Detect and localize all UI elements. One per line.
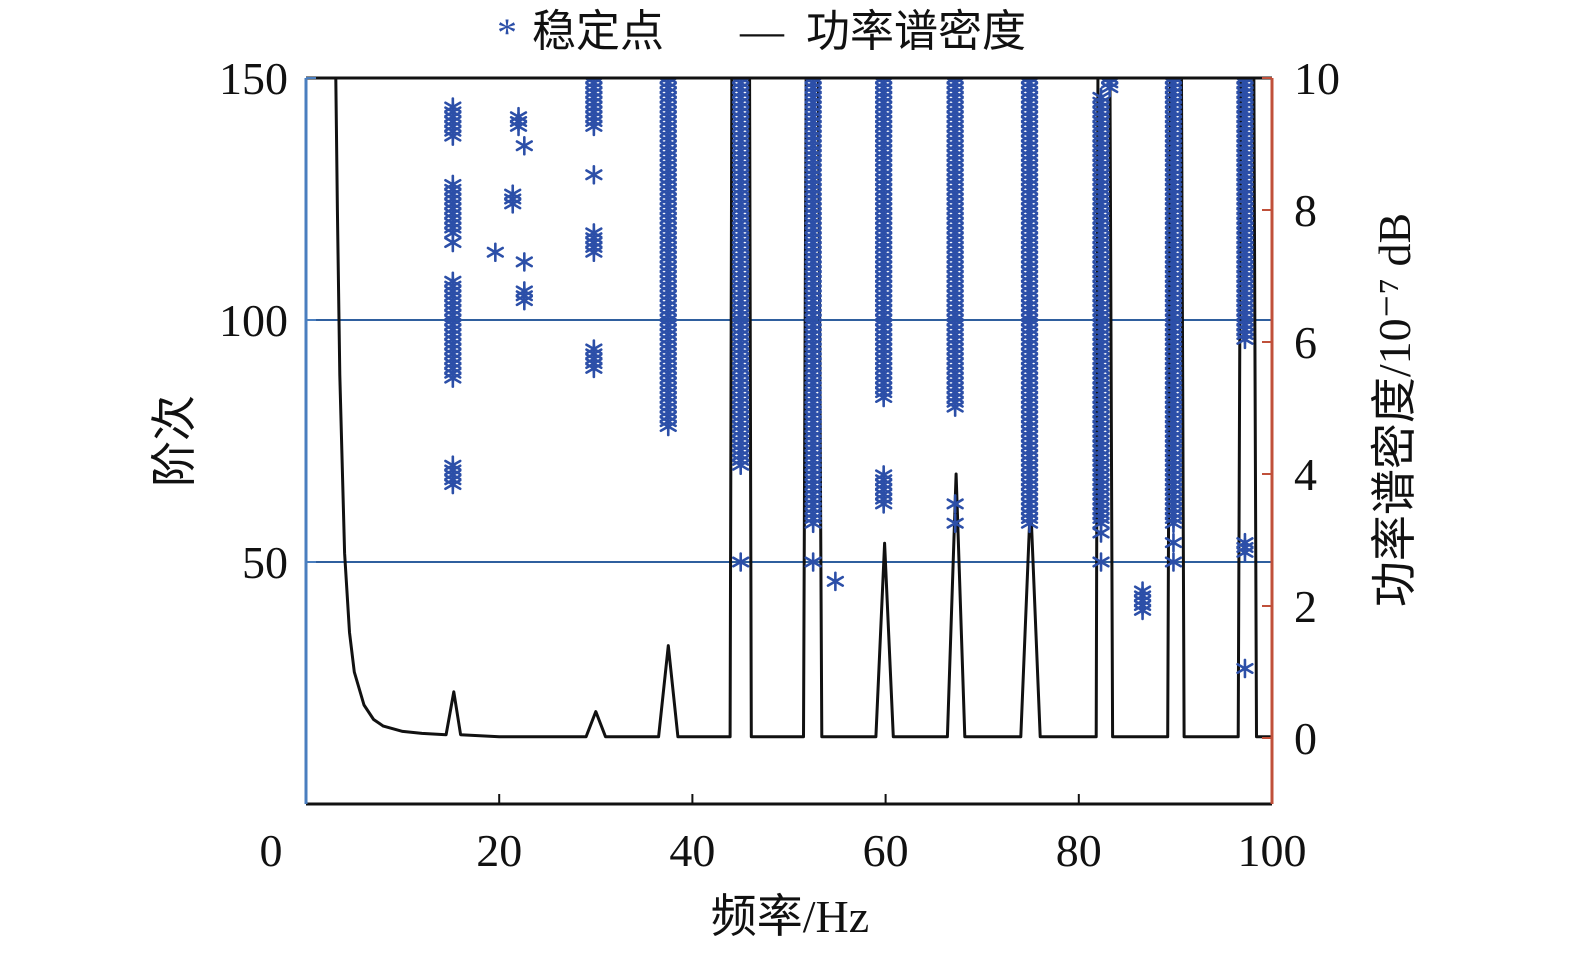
stable-point [515, 281, 533, 301]
stable-point [1020, 78, 1039, 88]
stable-point [946, 78, 964, 88]
stable-point [1092, 523, 1110, 543]
stable-point [1092, 552, 1110, 572]
x-axis-ticks: 0 20 40 60 80 100 [260, 794, 1307, 876]
y2-tick-label: 10 [1294, 53, 1340, 104]
x-tick-label: 20 [476, 825, 522, 876]
legend-marker-psd-line-icon: — [739, 7, 785, 56]
y-axis-ticks: 50 100 150 [219, 53, 316, 588]
stable-point [585, 223, 603, 243]
y2-axis-title: 功率谱密度/10⁻⁷ dB [1369, 213, 1420, 607]
psd-line [334, 78, 1272, 739]
stable-point [1164, 532, 1183, 553]
stable-point [1236, 658, 1254, 679]
x-tick-label: 40 [669, 825, 715, 876]
stable-point [804, 78, 822, 88]
stable-point [1164, 552, 1183, 572]
stable-point [444, 174, 462, 195]
stable-point [875, 465, 893, 485]
stable-point [444, 232, 462, 253]
x-tick-label: 100 [1238, 825, 1307, 876]
legend-label-stable-points: 稳定点 [532, 7, 664, 56]
stable-point [585, 339, 603, 359]
stable-point [486, 242, 504, 263]
stable-point [585, 165, 603, 185]
legend-marker-stable-points-icon: * [497, 10, 517, 55]
stable-point [515, 135, 533, 156]
stable-point [1101, 78, 1119, 88]
stable-points-layer [444, 78, 1254, 679]
y-axis-title: 阶次 [149, 395, 200, 487]
stable-point [1092, 87, 1110, 108]
stable-point [444, 271, 462, 292]
stable-point [875, 78, 893, 88]
stable-point [515, 252, 533, 272]
x-tick-label: 60 [863, 825, 909, 876]
stable-point [444, 455, 462, 476]
stable-point [946, 494, 964, 514]
stable-point [804, 552, 822, 572]
stable-point [1236, 78, 1254, 88]
stable-point [826, 571, 845, 592]
y2-tick-label: 8 [1294, 185, 1317, 236]
y-tick-label: 100 [219, 295, 288, 346]
y2-tick-label: 0 [1294, 713, 1317, 764]
legend: * 稳定点 — 功率谱密度 [497, 7, 1026, 56]
legend-label-psd: 功率谱密度 [806, 7, 1026, 56]
stable-point [1164, 78, 1183, 88]
stable-point [444, 97, 462, 117]
stable-point [504, 184, 522, 204]
stable-point [732, 78, 750, 88]
y2-tick-label: 6 [1294, 317, 1317, 368]
x-tick-label: 80 [1056, 825, 1102, 876]
axes-frame [304, 76, 1274, 806]
stable-point [509, 106, 528, 127]
stable-point [946, 513, 964, 534]
y2-tick-label: 2 [1294, 581, 1317, 632]
stable-point [659, 78, 677, 88]
stable-point [1133, 581, 1152, 601]
stable-point [732, 552, 750, 572]
stable-point [1236, 532, 1254, 553]
y2-axis-ticks: 0 2 4 6 8 10 [1262, 53, 1340, 764]
y-tick-label: 150 [219, 53, 288, 104]
y2-tick-label: 4 [1294, 449, 1317, 500]
stable-point [585, 78, 603, 88]
y-tick-label: 50 [242, 537, 288, 588]
x-axis-title: 频率/Hz [711, 891, 869, 942]
x-tick-label: 0 [260, 825, 283, 876]
